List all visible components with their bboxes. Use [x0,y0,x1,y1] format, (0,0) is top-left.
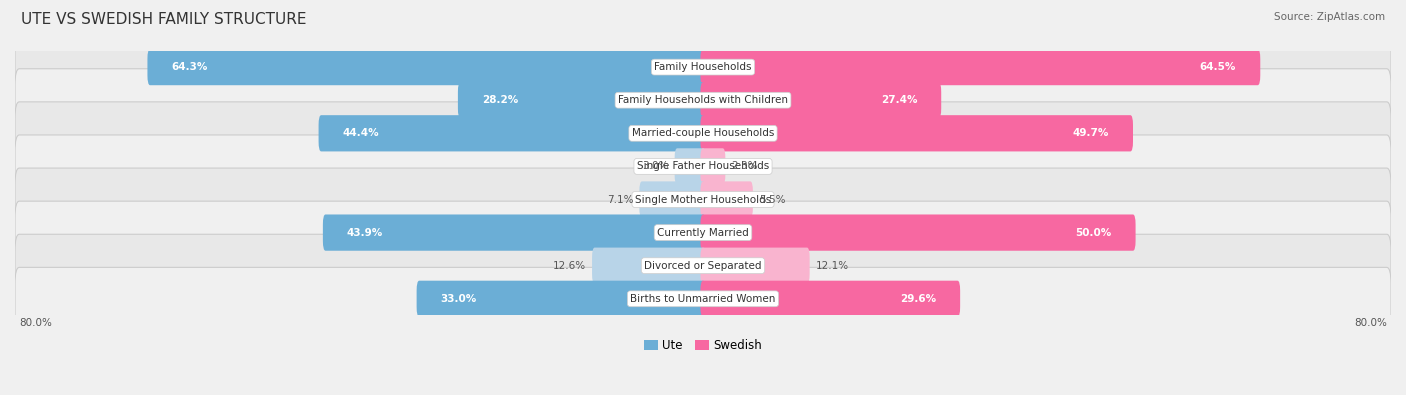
Text: 7.1%: 7.1% [607,194,633,205]
FancyBboxPatch shape [148,49,706,85]
Text: 3.0%: 3.0% [643,162,669,171]
FancyBboxPatch shape [15,102,1391,165]
Text: Divorced or Separated: Divorced or Separated [644,261,762,271]
Text: Family Households: Family Households [654,62,752,72]
Text: Single Father Households: Single Father Households [637,162,769,171]
Text: 12.6%: 12.6% [553,261,586,271]
Text: 33.0%: 33.0% [440,294,477,304]
Text: 80.0%: 80.0% [1354,318,1386,328]
Text: 44.4%: 44.4% [343,128,380,138]
FancyBboxPatch shape [15,69,1391,132]
FancyBboxPatch shape [640,181,706,218]
FancyBboxPatch shape [15,36,1391,98]
FancyBboxPatch shape [700,248,810,284]
Text: Births to Unmarried Women: Births to Unmarried Women [630,294,776,304]
Text: 49.7%: 49.7% [1073,128,1109,138]
Text: 12.1%: 12.1% [815,261,849,271]
FancyBboxPatch shape [700,49,1260,85]
Text: 80.0%: 80.0% [20,318,52,328]
Text: 2.3%: 2.3% [731,162,758,171]
Text: 28.2%: 28.2% [482,95,519,105]
FancyBboxPatch shape [15,135,1391,198]
Text: UTE VS SWEDISH FAMILY STRUCTURE: UTE VS SWEDISH FAMILY STRUCTURE [21,12,307,27]
Text: Source: ZipAtlas.com: Source: ZipAtlas.com [1274,12,1385,22]
FancyBboxPatch shape [700,281,960,317]
Text: Single Mother Households: Single Mother Households [636,194,770,205]
FancyBboxPatch shape [15,168,1391,231]
Text: Married-couple Households: Married-couple Households [631,128,775,138]
FancyBboxPatch shape [15,234,1391,297]
FancyBboxPatch shape [592,248,706,284]
FancyBboxPatch shape [700,115,1133,151]
FancyBboxPatch shape [700,181,752,218]
Text: 27.4%: 27.4% [880,95,917,105]
Text: 64.5%: 64.5% [1199,62,1236,72]
FancyBboxPatch shape [323,214,706,251]
FancyBboxPatch shape [15,267,1391,330]
FancyBboxPatch shape [675,148,706,184]
Text: Currently Married: Currently Married [657,228,749,238]
FancyBboxPatch shape [458,82,706,118]
Text: 43.9%: 43.9% [347,228,384,238]
FancyBboxPatch shape [700,148,725,184]
FancyBboxPatch shape [15,201,1391,264]
Text: 64.3%: 64.3% [172,62,208,72]
FancyBboxPatch shape [319,115,706,151]
FancyBboxPatch shape [700,82,941,118]
Legend: Ute, Swedish: Ute, Swedish [638,335,768,357]
Text: 50.0%: 50.0% [1076,228,1112,238]
Text: 5.5%: 5.5% [759,194,786,205]
FancyBboxPatch shape [416,281,706,317]
Text: Family Households with Children: Family Households with Children [619,95,787,105]
FancyBboxPatch shape [700,214,1136,251]
Text: 29.6%: 29.6% [900,294,936,304]
